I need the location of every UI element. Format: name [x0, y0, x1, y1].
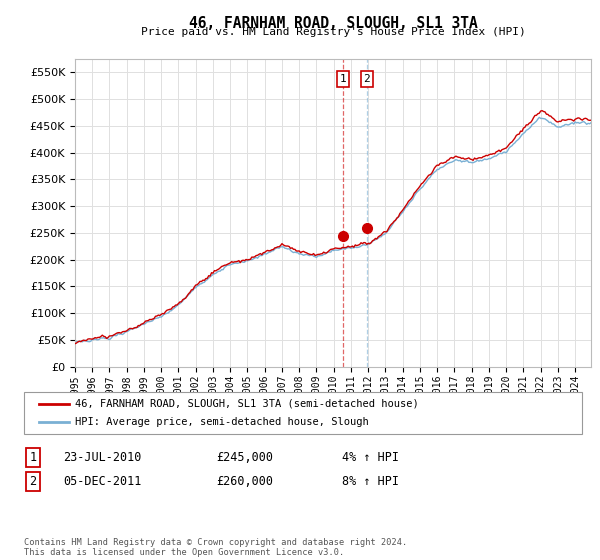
Text: 46, FARNHAM ROAD, SLOUGH, SL1 3TA (semi-detached house): 46, FARNHAM ROAD, SLOUGH, SL1 3TA (semi-… [75, 399, 419, 409]
Text: 46, FARNHAM ROAD, SLOUGH, SL1 3TA: 46, FARNHAM ROAD, SLOUGH, SL1 3TA [188, 16, 478, 31]
Text: 23-JUL-2010: 23-JUL-2010 [63, 451, 142, 464]
Text: 1: 1 [340, 74, 347, 84]
Text: 4% ↑ HPI: 4% ↑ HPI [342, 451, 399, 464]
Text: Price paid vs. HM Land Registry's House Price Index (HPI): Price paid vs. HM Land Registry's House … [140, 27, 526, 37]
Text: HPI: Average price, semi-detached house, Slough: HPI: Average price, semi-detached house,… [75, 417, 369, 427]
Text: Contains HM Land Registry data © Crown copyright and database right 2024.
This d: Contains HM Land Registry data © Crown c… [24, 538, 407, 557]
Text: £245,000: £245,000 [216, 451, 273, 464]
Text: £260,000: £260,000 [216, 475, 273, 488]
Text: 1: 1 [29, 451, 37, 464]
Text: 05-DEC-2011: 05-DEC-2011 [63, 475, 142, 488]
Text: 8% ↑ HPI: 8% ↑ HPI [342, 475, 399, 488]
Text: 2: 2 [364, 74, 370, 84]
Text: 2: 2 [29, 475, 37, 488]
